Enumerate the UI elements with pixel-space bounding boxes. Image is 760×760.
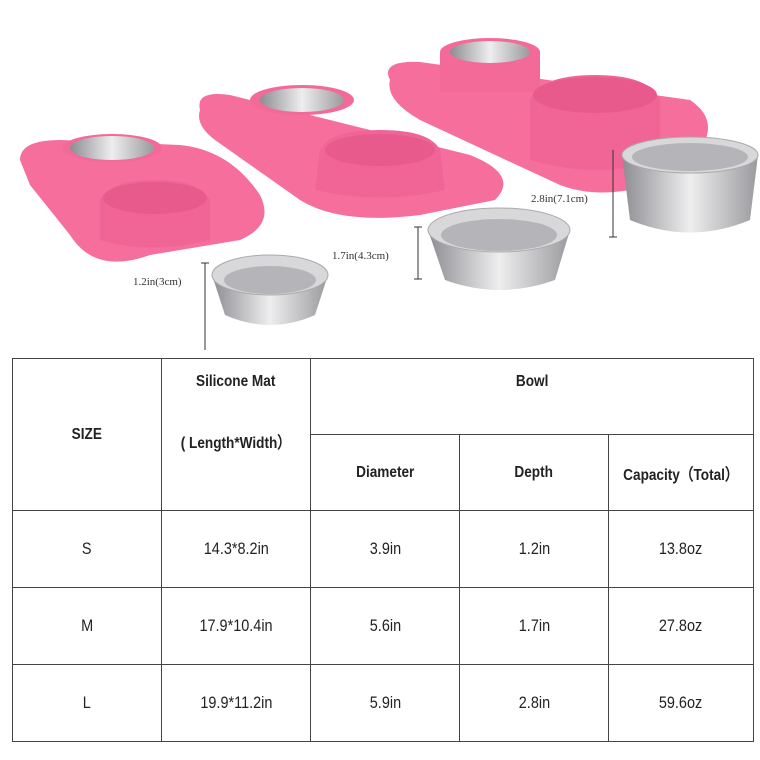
small-bowl [211, 254, 329, 325]
header-bowl: Bowl [310, 358, 754, 435]
table-row: L 19.9*11.2in 5.9in 2.8in 59.6oz [12, 664, 754, 742]
cell-depth: 2.8in [459, 664, 609, 742]
small-depth-label: 1.2in(3cm) [133, 276, 182, 288]
dimension-lines [201, 150, 617, 350]
cell-mat: 17.9*10.4in [161, 587, 311, 665]
large-bowl [621, 136, 759, 233]
cell-capacity: 27.8oz [608, 587, 754, 665]
product-photo [20, 38, 759, 350]
table-row: S 14.3*8.2in 3.9in 1.2in 13.8oz [12, 510, 754, 588]
medium-bowl [427, 207, 571, 290]
header-depth: Depth [459, 434, 609, 511]
cell-diameter: 5.9in [310, 664, 460, 742]
medium-depth-label: 1.7in(4.3cm) [332, 250, 389, 262]
cell-size: S [12, 510, 162, 588]
cell-size: L [12, 664, 162, 742]
cell-depth: 1.7in [459, 587, 609, 665]
size-table: SIZE Silicone Mat ( Length*Width） Bowl D… [12, 358, 754, 742]
cell-diameter: 5.6in [310, 587, 460, 665]
cell-capacity: 13.8oz [608, 510, 754, 588]
header-silicone-mat: Silicone Mat ( Length*Width） [161, 358, 311, 511]
header-diameter: Diameter [310, 434, 460, 511]
cell-capacity: 59.6oz [608, 664, 754, 742]
small-mat [20, 134, 265, 262]
large-depth-label: 2.8in(7.1cm) [531, 193, 588, 205]
header-size: SIZE [12, 358, 162, 511]
cell-diameter: 3.9in [310, 510, 460, 588]
medium-mat [199, 85, 504, 218]
cell-mat: 19.9*11.2in [161, 664, 311, 742]
header-capacity: Capacity（Total） [608, 434, 754, 511]
table-row: M 17.9*10.4in 5.6in 1.7in 27.8oz [12, 587, 754, 665]
cell-depth: 1.2in [459, 510, 609, 588]
cell-mat: 14.3*8.2in [161, 510, 311, 588]
cell-size: M [12, 587, 162, 665]
